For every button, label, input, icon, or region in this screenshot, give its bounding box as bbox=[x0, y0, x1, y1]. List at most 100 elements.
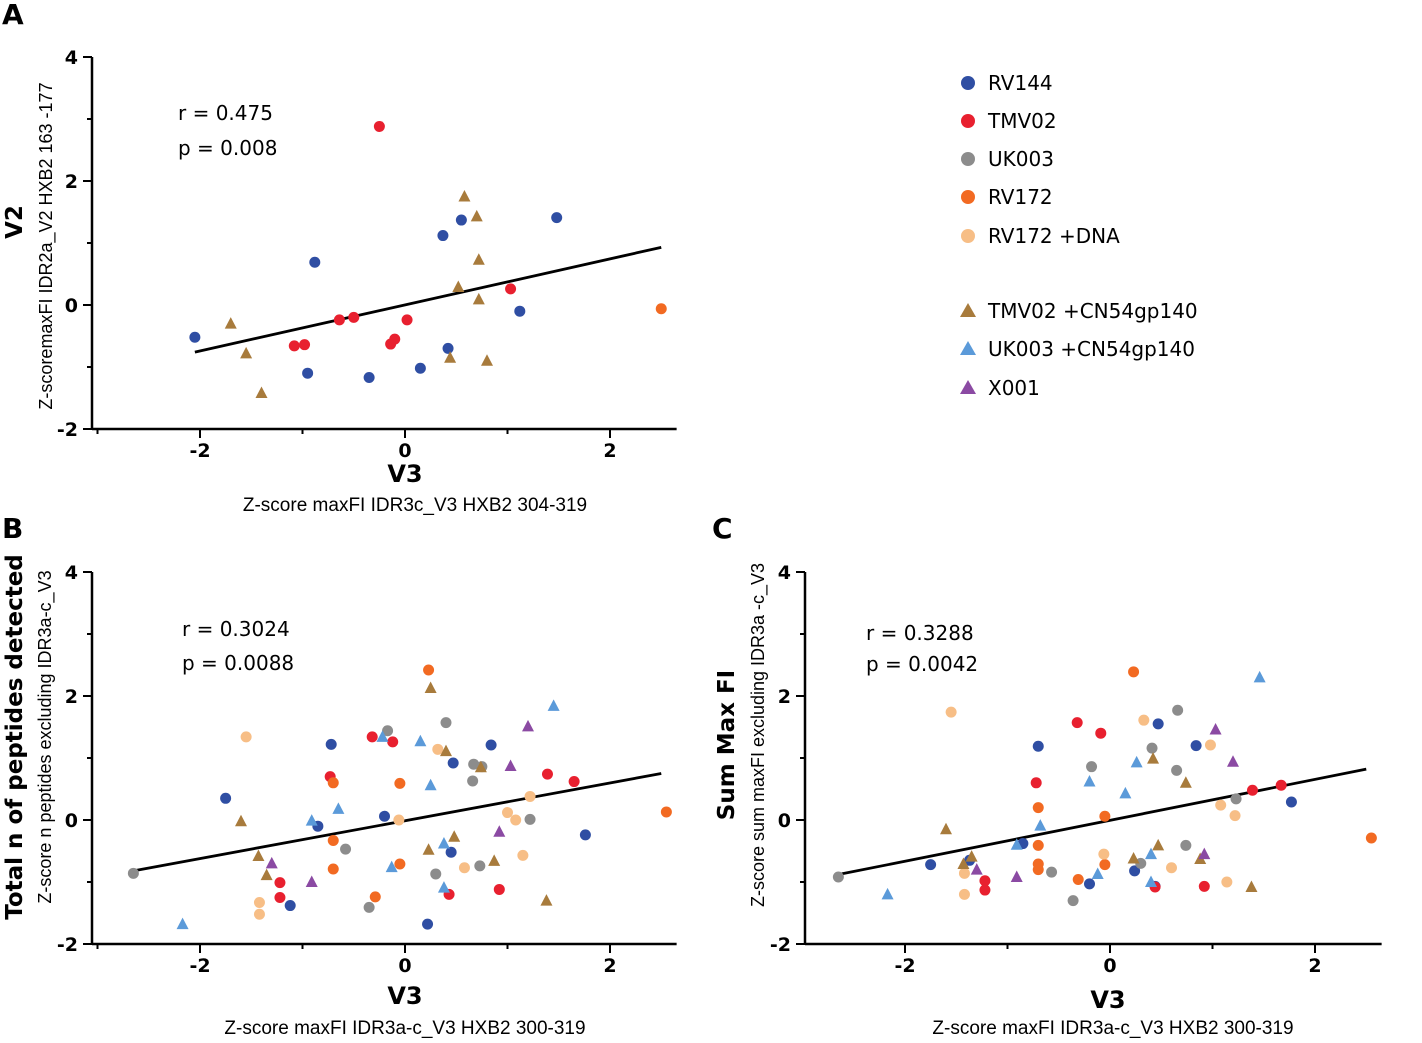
panel-c-data-point bbox=[1010, 870, 1023, 883]
panel-c-data-point bbox=[1275, 779, 1287, 791]
panel-b-data-point bbox=[524, 813, 536, 825]
panel-c-data-point bbox=[940, 822, 952, 835]
legend-marker-rv144 bbox=[961, 76, 975, 90]
legend: RV144 TMV02 UK003 RV172 RV172 +DNA TMV02… bbox=[960, 71, 1198, 400]
panel-b-y-tick-label: 4 bbox=[65, 562, 78, 584]
panel-b-plot: -2 0 2 4 -2 0 2 bbox=[57, 562, 677, 977]
panel-b-data-point bbox=[260, 868, 273, 881]
panel-b-data-point bbox=[422, 918, 434, 930]
panel-b-data-point bbox=[493, 825, 506, 837]
panel-a-data-point bbox=[189, 331, 201, 343]
panel-c-data-point bbox=[1146, 742, 1158, 754]
panel-b-data-point bbox=[474, 760, 487, 773]
panel-c-data-point bbox=[1229, 810, 1241, 822]
panel-c-data-point bbox=[832, 871, 844, 883]
panel-b-data-point bbox=[220, 792, 232, 804]
panel-b-data-point bbox=[253, 896, 265, 908]
panel-c-y-tick-label: 2 bbox=[778, 686, 791, 708]
panel-a-data-point bbox=[299, 339, 311, 351]
panel-b-data-point bbox=[440, 717, 452, 729]
panel-c-data-point bbox=[1245, 880, 1258, 892]
panel-c-data-point bbox=[1172, 704, 1184, 716]
legend-label-uk003: UK003 bbox=[988, 147, 1054, 171]
panel-a-y-title: V2 bbox=[2, 205, 28, 239]
panel-b-data-point bbox=[540, 894, 553, 906]
panel-b-y-title: Total n of peptides detected bbox=[2, 554, 28, 920]
panel-a-data-point bbox=[401, 314, 413, 326]
panel-c-data-point bbox=[1130, 755, 1143, 768]
panel-a-y-subtitle: Z-scoremaxFI IDR2a_V2 HXB2 163 -177 bbox=[36, 82, 57, 409]
panel-c-data-point bbox=[1221, 876, 1233, 888]
panel-c-data-point bbox=[1095, 727, 1107, 739]
panel-b-data-point bbox=[547, 699, 560, 711]
panel-c-data-point bbox=[1099, 859, 1111, 871]
panel-c-data-point bbox=[1209, 722, 1222, 735]
panel-c-x-tick-label: 0 bbox=[1103, 955, 1116, 977]
panel-b-data-point bbox=[252, 849, 265, 861]
panel-a-data-point bbox=[414, 362, 426, 374]
panel-a-data-point bbox=[505, 283, 517, 295]
legend-marker-rv172-dna bbox=[961, 229, 975, 243]
panel-c-data-point bbox=[1032, 839, 1044, 851]
legend-marker-uk003 bbox=[961, 152, 975, 166]
panel-a-regression-line bbox=[194, 245, 662, 354]
panel-a-x-tick-label: -2 bbox=[189, 440, 210, 462]
panel-b-data-point bbox=[660, 806, 672, 818]
panel-b-r-value: r = 0.3024 bbox=[182, 617, 290, 641]
panel-a-data-point bbox=[373, 120, 385, 132]
panel-a-data-point bbox=[444, 351, 457, 363]
panel-c-data-point bbox=[1171, 764, 1183, 776]
panel-b-data-point bbox=[325, 738, 337, 750]
panel-b-data-point bbox=[522, 719, 534, 732]
panel-b-data-point bbox=[447, 757, 459, 769]
panel-c-data-point bbox=[1166, 862, 1177, 874]
panel-b-data-point bbox=[467, 775, 479, 787]
panel-c-data-point bbox=[958, 888, 970, 900]
panel-b-data-point bbox=[382, 725, 394, 737]
panel-c-data-point bbox=[1127, 851, 1140, 864]
panel-b-x-title: V3 bbox=[387, 982, 422, 1010]
panel-a-data-point bbox=[309, 256, 321, 268]
panel-c-data-point bbox=[881, 887, 894, 900]
panel-b-data-point bbox=[504, 759, 517, 772]
panel-b-data-point bbox=[394, 777, 406, 789]
panel-b-data-point bbox=[432, 743, 444, 755]
panel-b-data-point bbox=[274, 892, 286, 903]
panel-b-data-point bbox=[524, 790, 536, 802]
panel-b-data-point bbox=[424, 778, 437, 791]
panel-c-data-point bbox=[1204, 739, 1216, 751]
panel-c-data-point bbox=[957, 857, 970, 870]
legend-label-rv144: RV144 bbox=[988, 71, 1053, 95]
legend-label-x001: X001 bbox=[988, 376, 1040, 400]
panel-c-y-tick-label: -2 bbox=[770, 934, 791, 956]
legend-label-rv172-dna: RV172 +DNA bbox=[988, 224, 1120, 248]
panel-b-x-subtitle: Z-score maxFI IDR3a-c_V3 HXB2 300-319 bbox=[224, 1018, 585, 1039]
panel-c-plot: -2 0 2 4 -2 0 2 bbox=[770, 562, 1382, 977]
panel-a-y-tick-label: -2 bbox=[57, 419, 78, 441]
panel-b-data-point bbox=[445, 846, 457, 858]
panel-c-data-point bbox=[1067, 895, 1079, 907]
panel-c-data-point bbox=[1071, 717, 1083, 729]
panel-c-data-point bbox=[1032, 864, 1044, 876]
panel-b-data-point bbox=[235, 814, 247, 827]
panel-c-x-tick-label: 2 bbox=[1308, 955, 1321, 977]
panel-b-x-tick-label: 2 bbox=[603, 955, 616, 977]
panel-b-data-point bbox=[366, 731, 378, 743]
panel-b-data-point bbox=[127, 867, 139, 879]
panel-b-data-point bbox=[488, 854, 501, 866]
panel-a-data-point bbox=[288, 340, 300, 352]
panel-b-data-point bbox=[284, 900, 296, 912]
panel-b-data-point bbox=[327, 834, 339, 846]
panel-a-data-point bbox=[472, 253, 485, 265]
panel-b-p-value: p = 0.0088 bbox=[182, 651, 294, 675]
panel-c-y-title: Sum Max FI bbox=[714, 670, 740, 820]
panel-c-data-point bbox=[1032, 802, 1044, 814]
panel-b-data-point bbox=[568, 776, 580, 788]
panel-c-p-value: p = 0.0042 bbox=[866, 652, 978, 676]
panel-c-data-point bbox=[1099, 810, 1111, 822]
panel-a-data-point bbox=[333, 314, 345, 326]
panel-a-y-tick-label: 2 bbox=[65, 171, 78, 193]
panel-a-plot: -2 0 2 4 -2 0 2 bbox=[57, 47, 677, 462]
panel-c-data-point bbox=[1190, 740, 1202, 752]
panel-a-data-point bbox=[240, 346, 253, 359]
